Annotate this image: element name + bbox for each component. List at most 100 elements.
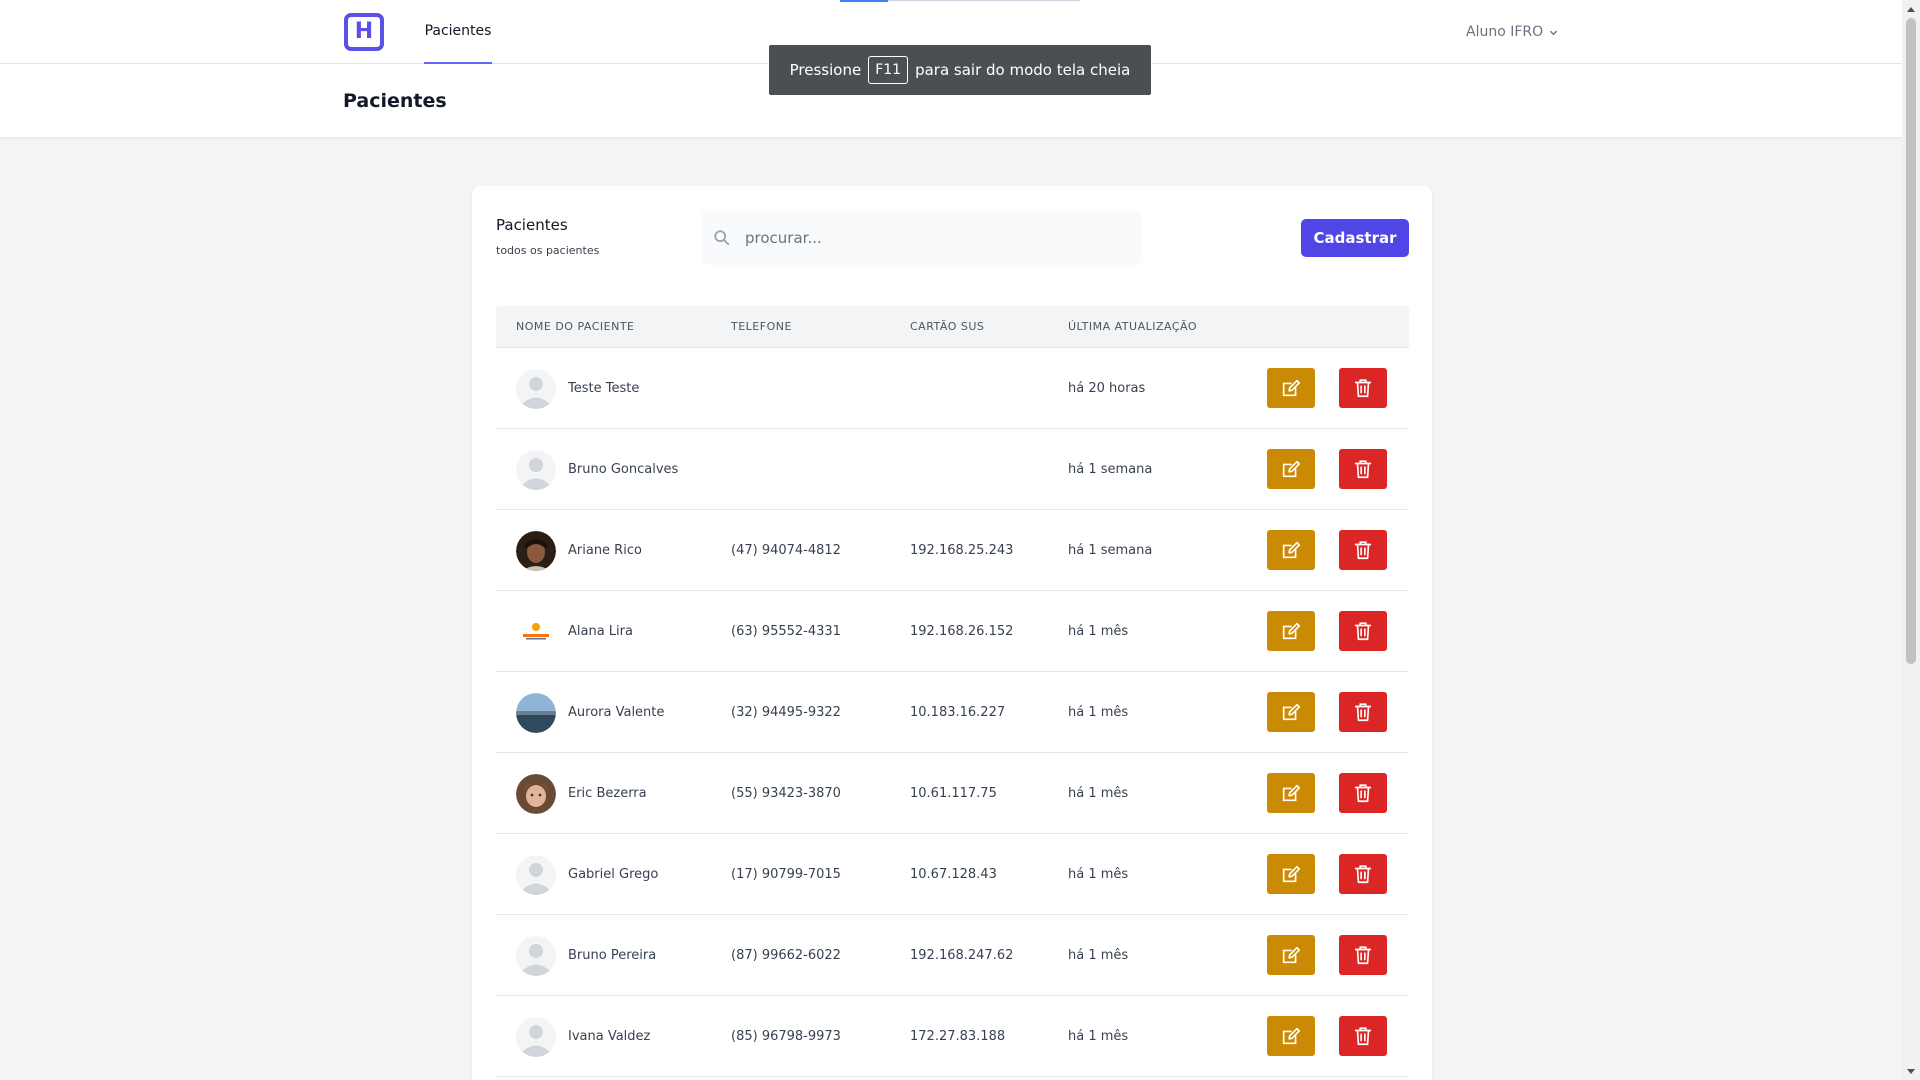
hospital-logo-icon[interactable]: H (344, 13, 384, 51)
avatar (516, 368, 556, 409)
avatar (516, 692, 556, 733)
logo-letter: H (354, 19, 374, 44)
header-updated: ÚLTIMA ATUALIZAÇÃO (1068, 320, 1198, 333)
patient-phone: (85) 96798-9973 (731, 1029, 841, 1044)
edit-patient-button[interactable] (1267, 692, 1315, 732)
pencil-square-icon (1282, 622, 1301, 640)
patient-last-updated: há 1 mês (1068, 867, 1129, 882)
edit-patient-button[interactable] (1267, 611, 1315, 651)
delete-patient-button[interactable] (1339, 854, 1387, 894)
edit-patient-button[interactable] (1267, 854, 1315, 894)
header-phone: TELEFONE (731, 320, 792, 333)
patient-name-cell: Eric Bezerra (516, 753, 647, 834)
edit-patient-button[interactable] (1267, 1016, 1315, 1056)
chevron-down-icon (1550, 30, 1558, 35)
search-icon (714, 230, 730, 246)
scroll-down-arrow-icon[interactable] (1902, 1063, 1920, 1080)
loading-progress-fill (840, 0, 888, 2)
pencil-square-icon (1282, 703, 1301, 721)
table-row: Ariane Rico (47) 94074-4812 192.168.25.243… (496, 510, 1409, 591)
avatar (516, 854, 556, 895)
patient-name-cell: Ivana Valdez (516, 996, 650, 1077)
fullscreen-toast-after: para sair do modo tela cheia (915, 61, 1131, 79)
avatar (516, 449, 556, 490)
table-body: Teste Teste há 20 horas Bruno Goncalves há … (496, 348, 1409, 1077)
patient-phone: (63) 95552-4331 (731, 624, 841, 639)
trash-icon (1354, 1027, 1372, 1046)
header-name: NOME DO PACIENTE (516, 320, 635, 333)
pencil-square-icon (1282, 784, 1301, 802)
search-input[interactable] (745, 229, 1125, 247)
card-title: Pacientes (496, 216, 568, 234)
edit-patient-button[interactable] (1267, 449, 1315, 489)
pencil-square-icon (1282, 865, 1301, 883)
delete-patient-button[interactable] (1339, 1016, 1387, 1056)
patient-last-updated: há 1 semana (1068, 462, 1153, 477)
avatar (516, 1016, 556, 1057)
patient-name-cell: Bruno Goncalves (516, 429, 678, 510)
patient-name-cell: Gabriel Grego (516, 834, 658, 915)
trash-icon (1354, 703, 1372, 722)
table-row: Eric Bezerra (55) 93423-3870 10.61.117.75 h… (496, 753, 1409, 834)
avatar (516, 935, 556, 976)
avatar (516, 773, 556, 814)
loading-progress-bar (840, 0, 1080, 2)
trash-icon (1354, 622, 1372, 641)
pencil-square-icon (1282, 460, 1301, 478)
patient-name: Teste Teste (568, 381, 640, 396)
delete-patient-button[interactable] (1339, 611, 1387, 651)
card-subtitle: todos os pacientes (496, 244, 600, 257)
page-scrollbar[interactable] (1902, 0, 1920, 1080)
pencil-square-icon (1282, 541, 1301, 559)
patient-sus-card: 192.168.25.243 (910, 543, 1014, 558)
user-menu[interactable]: Aluno IFRO (1466, 20, 1558, 44)
patient-name: Gabriel Grego (568, 867, 659, 882)
scroll-thumb[interactable] (1906, 18, 1916, 664)
patient-name: Bruno Goncalves (568, 462, 679, 477)
table-header: NOME DO PACIENTE TELEFONE CARTÃO SUS ÚLT… (496, 306, 1409, 348)
delete-patient-button[interactable] (1339, 368, 1387, 408)
trash-icon (1354, 460, 1372, 479)
edit-patient-button[interactable] (1267, 368, 1315, 408)
patients-card: Pacientes todos os pacientes Cadastrar N… (472, 186, 1432, 1080)
edit-patient-button[interactable] (1267, 773, 1315, 813)
avatar (516, 611, 556, 652)
patient-last-updated: há 20 horas (1068, 381, 1146, 396)
delete-patient-button[interactable] (1339, 530, 1387, 570)
pencil-square-icon (1282, 379, 1301, 397)
delete-patient-button[interactable] (1339, 449, 1387, 489)
trash-icon (1354, 379, 1372, 398)
patient-last-updated: há 1 mês (1068, 624, 1129, 639)
edit-patient-button[interactable] (1267, 935, 1315, 975)
patient-last-updated: há 1 mês (1068, 948, 1129, 963)
delete-patient-button[interactable] (1339, 692, 1387, 732)
patient-name: Bruno Pereira (568, 948, 657, 963)
patient-last-updated: há 1 semana (1068, 543, 1153, 558)
edit-patient-button[interactable] (1267, 530, 1315, 570)
delete-patient-button[interactable] (1339, 773, 1387, 813)
pencil-square-icon (1282, 1027, 1301, 1045)
fullscreen-exit-toast: Pressione F11 para sair do modo tela che… (769, 45, 1151, 95)
table-row: Gabriel Grego (17) 90799-7015 10.67.128.43… (496, 834, 1409, 915)
patient-sus-card: 192.168.247.62 (910, 948, 1014, 963)
scroll-up-arrow-icon[interactable] (1902, 0, 1920, 17)
patient-sus-card: 172.27.83.188 (910, 1029, 1006, 1044)
patient-name-cell: Ariane Rico (516, 510, 642, 591)
table-row: Alana Lira (63) 95552-4331 192.168.26.152 h… (496, 591, 1409, 672)
table-row: Bruno Pereira (87) 99662-6022 192.168.247.… (496, 915, 1409, 996)
patient-phone: (17) 90799-7015 (731, 867, 841, 882)
patient-name: Alana Lira (568, 624, 633, 639)
nav-tab-pacientes[interactable]: Pacientes (424, 0, 492, 64)
patient-last-updated: há 1 mês (1068, 705, 1129, 720)
search-box (701, 211, 1141, 265)
patient-name: Eric Bezerra (568, 786, 647, 801)
patient-name-cell: Aurora Valente (516, 672, 664, 753)
delete-patient-button[interactable] (1339, 935, 1387, 975)
pencil-square-icon (1282, 946, 1301, 964)
patient-sus-card: 192.168.26.152 (910, 624, 1014, 639)
fullscreen-key-hint: F11 (868, 56, 909, 84)
create-patient-button[interactable]: Cadastrar (1301, 219, 1409, 257)
patient-phone: (47) 94074-4812 (731, 543, 841, 558)
trash-icon (1354, 865, 1372, 884)
patient-phone: (55) 93423-3870 (731, 786, 841, 801)
